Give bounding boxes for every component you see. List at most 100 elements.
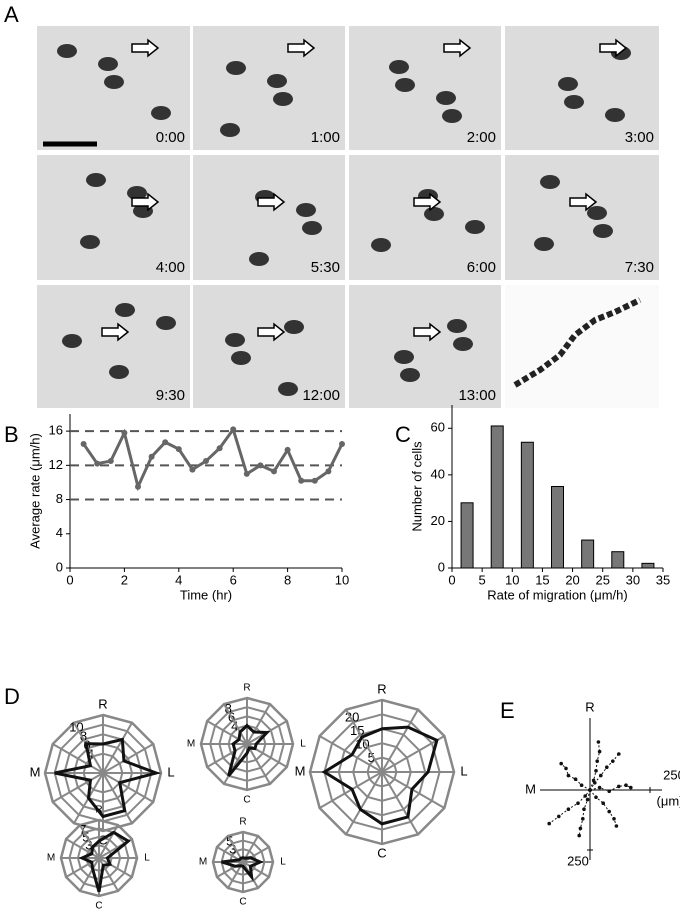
x-tick-label: 4 xyxy=(175,572,182,587)
radar-category: R xyxy=(377,681,386,696)
frame-bg xyxy=(349,155,501,280)
image-frame: 9:30 xyxy=(37,285,190,408)
arrow xyxy=(131,38,160,58)
x-tick-label: 10 xyxy=(335,572,349,587)
panel-label: C xyxy=(395,422,411,447)
radar-spoke xyxy=(381,735,445,773)
radar-category: C xyxy=(243,795,250,806)
frame-bg xyxy=(349,26,501,150)
data-point xyxy=(107,458,114,465)
radar-tick-label: 8 xyxy=(225,701,232,716)
track-point xyxy=(601,801,605,805)
y-tick-label: 250 xyxy=(567,853,589,868)
track-point xyxy=(573,777,578,781)
arrow xyxy=(257,192,286,212)
data-point xyxy=(121,429,128,436)
frame-bg xyxy=(193,285,345,408)
frame-time: 6:00 xyxy=(467,259,496,276)
track-point xyxy=(614,824,619,828)
radar-category: L xyxy=(300,739,306,750)
cell-blob xyxy=(558,77,578,91)
radar-category: L xyxy=(167,764,174,779)
cell-blob xyxy=(564,95,584,109)
frame-time: 12:00 xyxy=(302,387,340,404)
data-point xyxy=(325,468,332,475)
radar-spoke xyxy=(223,703,248,745)
panel-label: B xyxy=(4,422,19,447)
radar-tick-label: 3 xyxy=(229,841,236,856)
panel-label: A xyxy=(4,2,19,27)
cell-blob xyxy=(104,75,124,89)
track-point xyxy=(595,759,599,763)
cell-blob xyxy=(267,74,287,88)
track-image xyxy=(513,297,642,388)
track-point xyxy=(599,773,603,778)
frame-time: 0:00 xyxy=(156,129,185,146)
track-point xyxy=(582,807,586,811)
cell-blob xyxy=(424,207,444,221)
cell-blob xyxy=(296,203,316,217)
y-tick-label: 60 xyxy=(431,420,445,435)
track-point xyxy=(585,797,590,802)
radar-tick-label: 5 xyxy=(82,830,89,845)
x-tick-label: 10 xyxy=(505,572,519,587)
radar-category: C xyxy=(377,845,386,860)
track-point xyxy=(607,789,611,793)
cell-blob xyxy=(231,351,251,365)
cell-blob xyxy=(225,333,245,347)
cell-blob xyxy=(593,224,613,238)
bar xyxy=(460,502,474,569)
track-point xyxy=(597,785,602,790)
cell-blob xyxy=(151,106,171,120)
image-frame: 1:00 xyxy=(193,26,345,150)
data-point xyxy=(243,470,250,477)
y-tick-label: 20 xyxy=(431,513,445,528)
track-point xyxy=(617,784,621,789)
cell-blob xyxy=(220,123,240,137)
track-point xyxy=(607,809,611,814)
y-tick-label: 0 xyxy=(438,559,445,574)
radar-category: M xyxy=(47,853,55,864)
data-point xyxy=(311,477,318,484)
radar-category: R xyxy=(95,805,102,816)
track-point xyxy=(579,783,584,787)
radar-spoke xyxy=(246,743,271,785)
cell-blob xyxy=(436,91,456,105)
radar-spoke xyxy=(73,722,104,774)
image-frame: 12:00 xyxy=(193,285,345,408)
track-point xyxy=(588,788,592,792)
radar-tick-label: 4 xyxy=(87,746,94,761)
data-point xyxy=(189,466,196,473)
x-tick-label: 25 xyxy=(595,572,609,587)
cell-blob xyxy=(447,319,467,333)
frame-bg xyxy=(505,155,659,280)
image-frame: 2:00 xyxy=(349,26,501,150)
image-frame: 4:00 xyxy=(37,155,190,280)
radar-category: M xyxy=(187,739,195,750)
frame-time: 1:00 xyxy=(311,129,340,146)
frame-bg xyxy=(349,285,501,408)
radar-spoke xyxy=(381,771,419,835)
data-point xyxy=(135,483,141,490)
frame-time: 4:00 xyxy=(156,259,185,276)
data-point xyxy=(162,439,169,446)
x-tick-label: 2 xyxy=(121,572,128,587)
radar-spoke xyxy=(52,743,104,774)
cell-blob xyxy=(115,303,135,317)
bar xyxy=(551,486,564,569)
radar-tick-label: 8 xyxy=(80,728,87,743)
radar-spoke xyxy=(102,722,133,774)
image-frame: 6:00 xyxy=(349,155,501,280)
panel-label: D xyxy=(4,684,20,709)
radar-spoke xyxy=(242,861,270,878)
x-tick-label: 0 xyxy=(66,572,73,587)
track-point xyxy=(576,801,580,805)
data-point xyxy=(80,440,87,447)
radar-polygon xyxy=(221,856,264,882)
radar-category: L xyxy=(144,853,150,864)
radar-category: M xyxy=(199,857,207,868)
radar-spoke xyxy=(102,772,133,824)
cell-blob xyxy=(453,337,473,351)
data-point xyxy=(257,462,264,469)
track-point xyxy=(578,826,583,831)
